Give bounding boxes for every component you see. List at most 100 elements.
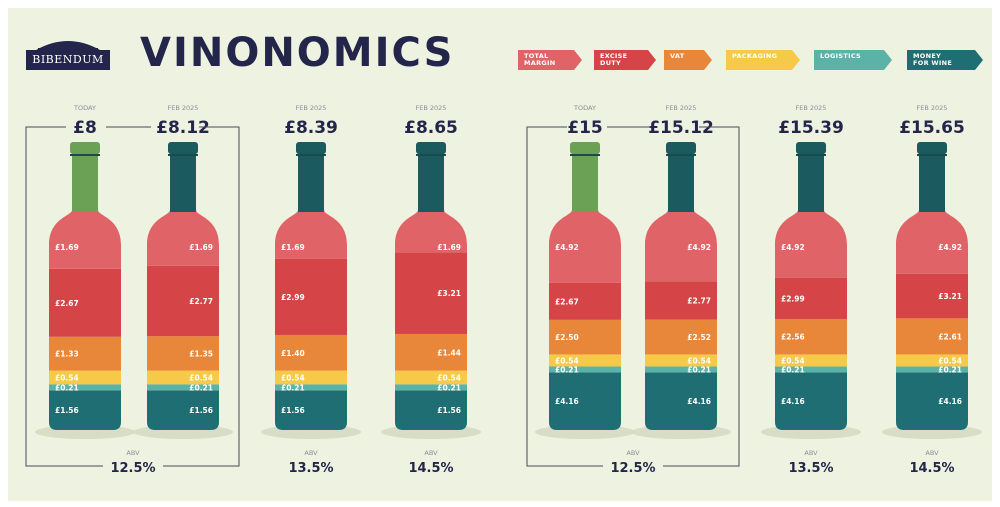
segment-label: £1.69 bbox=[55, 243, 79, 252]
excise-duty-segment bbox=[549, 282, 621, 320]
segment-label: £1.56 bbox=[189, 406, 213, 415]
bottle-date: FEB 2025 bbox=[168, 104, 199, 112]
total-margin-segment bbox=[775, 210, 847, 278]
bottle-neck bbox=[170, 150, 196, 212]
bottle-cap bbox=[168, 142, 198, 154]
bottle: £1.56 £0.21£0.54 £1.35 £2.77 £1.69 FEB 2025 £8… bbox=[133, 104, 233, 439]
legend-item: PACKAGING bbox=[726, 50, 800, 70]
segment-label: £1.44 bbox=[437, 348, 461, 357]
bracket-right bbox=[163, 126, 240, 467]
logistics-segment bbox=[147, 384, 219, 391]
bottle-date: FEB 2025 bbox=[917, 104, 948, 112]
bottle-cap-ring bbox=[666, 154, 696, 156]
total-margin-segment bbox=[645, 210, 717, 282]
logistics-segment bbox=[49, 384, 121, 391]
bottle-cap bbox=[70, 142, 100, 154]
bottle-price: £15.12 bbox=[648, 118, 714, 138]
bottle-price: £8 bbox=[73, 118, 97, 138]
packaging-segment bbox=[775, 354, 847, 367]
bottle-cap bbox=[917, 142, 947, 154]
total-margin-segment bbox=[896, 210, 968, 274]
vat-segment bbox=[645, 319, 717, 355]
bracket-group-8: ABV 12.5% bbox=[25, 126, 240, 476]
segment-label: £2.99 bbox=[781, 294, 805, 303]
vat-segment bbox=[395, 333, 467, 371]
bibendum-logo: BIBENDUM bbox=[26, 36, 110, 72]
bottle-cap-ring bbox=[570, 154, 600, 156]
bottle-neck bbox=[798, 150, 824, 212]
vat-segment bbox=[775, 319, 847, 355]
vat-segment bbox=[896, 318, 968, 355]
segment-label: £4.92 bbox=[938, 243, 962, 252]
bottle: £1.56 £0.21£0.54 £1.33 £2.67 £1.69 TODAY £8 bbox=[35, 104, 135, 439]
segment-label: £1.56 bbox=[437, 406, 461, 415]
bottle-price: £8.39 bbox=[284, 118, 338, 138]
bottle-cap-ring bbox=[917, 154, 947, 156]
money-for-wine-segment bbox=[645, 372, 717, 430]
money-for-wine-segment bbox=[549, 372, 621, 430]
segment-label: £0.54 bbox=[189, 373, 213, 382]
bottle-date: FEB 2025 bbox=[666, 104, 697, 112]
bottle-cap bbox=[796, 142, 826, 154]
bottle: £4.16 £0.21£0.54 £2.61 £3.21 £4.92 FEB 2025 £1… bbox=[882, 104, 982, 439]
segment-label: £0.21 bbox=[938, 365, 962, 374]
segment-label: £4.16 bbox=[781, 397, 805, 406]
bottle-date: FEB 2025 bbox=[416, 104, 447, 112]
bottle-date: FEB 2025 bbox=[296, 104, 327, 112]
bracket-group-15: ABV 12.5% bbox=[526, 126, 740, 476]
segment-label: £2.52 bbox=[687, 333, 711, 342]
logistics-segment bbox=[896, 366, 968, 373]
abv-value: 12.5% bbox=[610, 461, 655, 476]
money-for-wine-segment bbox=[395, 390, 467, 430]
segment-label: £0.21 bbox=[687, 365, 711, 374]
bottle-segments bbox=[395, 210, 467, 430]
excise-duty-segment bbox=[275, 258, 347, 335]
bottle-cap-ring bbox=[70, 154, 100, 156]
bottle: £4.16 £0.21£0.54 £2.52 £2.77 £4.92 FEB 2025 £1… bbox=[631, 104, 731, 439]
segment-label: £2.67 bbox=[55, 299, 79, 308]
segment-label: £2.99 bbox=[281, 293, 305, 302]
segment-label: £0.21 bbox=[55, 383, 79, 392]
segment-label: £1.35 bbox=[189, 349, 213, 358]
legend-label: LOGISTICS bbox=[820, 52, 861, 60]
total-margin-segment bbox=[147, 210, 219, 266]
bottle-cap-ring bbox=[416, 154, 446, 156]
abv-value: 14.5% bbox=[408, 461, 453, 476]
segment-label: £0.54 bbox=[55, 373, 79, 382]
legend-arrow-icon bbox=[518, 50, 582, 70]
money-for-wine-segment bbox=[896, 372, 968, 430]
bottle-price: £8.12 bbox=[156, 118, 210, 138]
legend-arrow-icon bbox=[907, 50, 983, 70]
segment-label: £3.21 bbox=[437, 289, 461, 298]
segment-label: £1.69 bbox=[189, 243, 213, 252]
total-margin-segment bbox=[49, 210, 121, 269]
legend-item: LOGISTICS bbox=[814, 50, 892, 70]
segment-label: £4.16 bbox=[938, 397, 962, 406]
abv-value: 14.5% bbox=[909, 461, 954, 476]
bottle-neck bbox=[668, 150, 694, 212]
bottle-price: £15 bbox=[567, 118, 603, 138]
segment-label: £0.54 bbox=[687, 356, 711, 365]
packaging-segment bbox=[275, 370, 347, 385]
legend-item: VAT bbox=[664, 50, 712, 70]
money-for-wine-segment bbox=[49, 390, 121, 430]
packaging-segment bbox=[49, 370, 121, 385]
segment-label: £0.21 bbox=[189, 383, 213, 392]
segment-label: £1.69 bbox=[281, 243, 305, 252]
excise-duty-segment bbox=[147, 265, 219, 337]
abv-caption: ABV bbox=[424, 449, 438, 457]
excise-duty-segment bbox=[645, 281, 717, 320]
bottle-neck bbox=[298, 150, 324, 212]
bracket-left bbox=[25, 126, 103, 467]
segment-label: £4.92 bbox=[781, 243, 805, 252]
segment-label: £1.69 bbox=[437, 243, 461, 252]
segment-label: £0.54 bbox=[437, 373, 461, 382]
bottle-cap bbox=[416, 142, 446, 154]
bottle-neck bbox=[572, 150, 598, 212]
legend-arrow-icon bbox=[594, 50, 656, 70]
packaging-segment bbox=[395, 370, 467, 385]
segment-label: £3.21 bbox=[938, 292, 962, 301]
total-margin-segment bbox=[549, 210, 621, 283]
legend-item: TOTAL MARGIN bbox=[518, 50, 582, 70]
bottle-cap-ring bbox=[168, 154, 198, 156]
